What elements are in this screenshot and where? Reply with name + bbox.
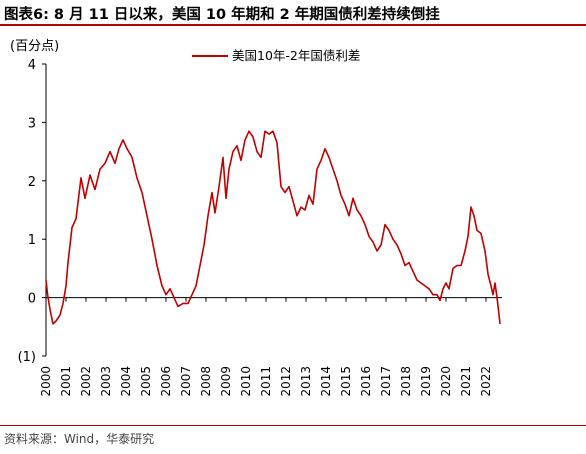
x-tick-label: 2003 [99, 366, 113, 397]
x-tick-label: 2014 [319, 366, 333, 397]
y-tick-label: 3 [28, 116, 36, 131]
series-line-us-10y-2y-spread [45, 130, 501, 325]
y-tick-label: 2 [28, 175, 36, 190]
x-tick-label: 2005 [139, 366, 153, 397]
x-tick-label: 2001 [59, 366, 73, 397]
x-tick-label: 2022 [479, 366, 493, 397]
x-axis: 2000 2001 2002 2003 2004 2005 2006 2007 2008 2009… [39, 297, 502, 397]
x-tick-label: 2006 [159, 366, 173, 397]
x-tick-label: 2013 [299, 366, 313, 397]
x-tick-label: 2007 [179, 366, 193, 397]
x-tick-label: 2008 [199, 366, 213, 397]
x-tick-label: 2010 [239, 366, 253, 397]
figure-title: 图表6: 8 月 11 日以来，美国 10 年期和 2 年期国债利差持续倒挂 [4, 7, 440, 23]
x-tick-label: 2011 [259, 366, 273, 397]
y-axis-label: (百分点) [10, 39, 59, 54]
x-tick-label: 2015 [339, 366, 353, 397]
y-tick-label: 4 [28, 58, 36, 73]
x-tick-label: 2009 [219, 366, 233, 397]
x-tick-label: 2019 [419, 366, 433, 397]
y-axis-ticks: 4 3 2 1 0 (1) [18, 58, 46, 365]
chart-legend: 美国10年-2年国债利差 [192, 48, 360, 63]
source-note: 资料来源：Wind，华泰研究 [4, 432, 155, 446]
source-divider [0, 425, 586, 426]
y-tick-label: 0 [28, 292, 36, 307]
legend-label: 美国10年-2年国债利差 [232, 48, 360, 63]
x-tick-label: 2017 [379, 366, 393, 397]
title-divider [0, 24, 586, 26]
x-tick-label: 2004 [119, 366, 133, 397]
x-tick-label: 2002 [79, 366, 93, 397]
x-tick-label: 2012 [279, 366, 293, 397]
y-tick-label: 1 [28, 233, 36, 248]
x-tick-label: 2016 [359, 366, 373, 397]
x-tick-label: 2000 [39, 366, 53, 397]
x-tick-label: 2018 [399, 366, 413, 397]
x-tick-label: 2021 [459, 366, 473, 397]
y-tick-label: (1) [18, 350, 36, 365]
x-tick-label: 2020 [439, 366, 453, 397]
